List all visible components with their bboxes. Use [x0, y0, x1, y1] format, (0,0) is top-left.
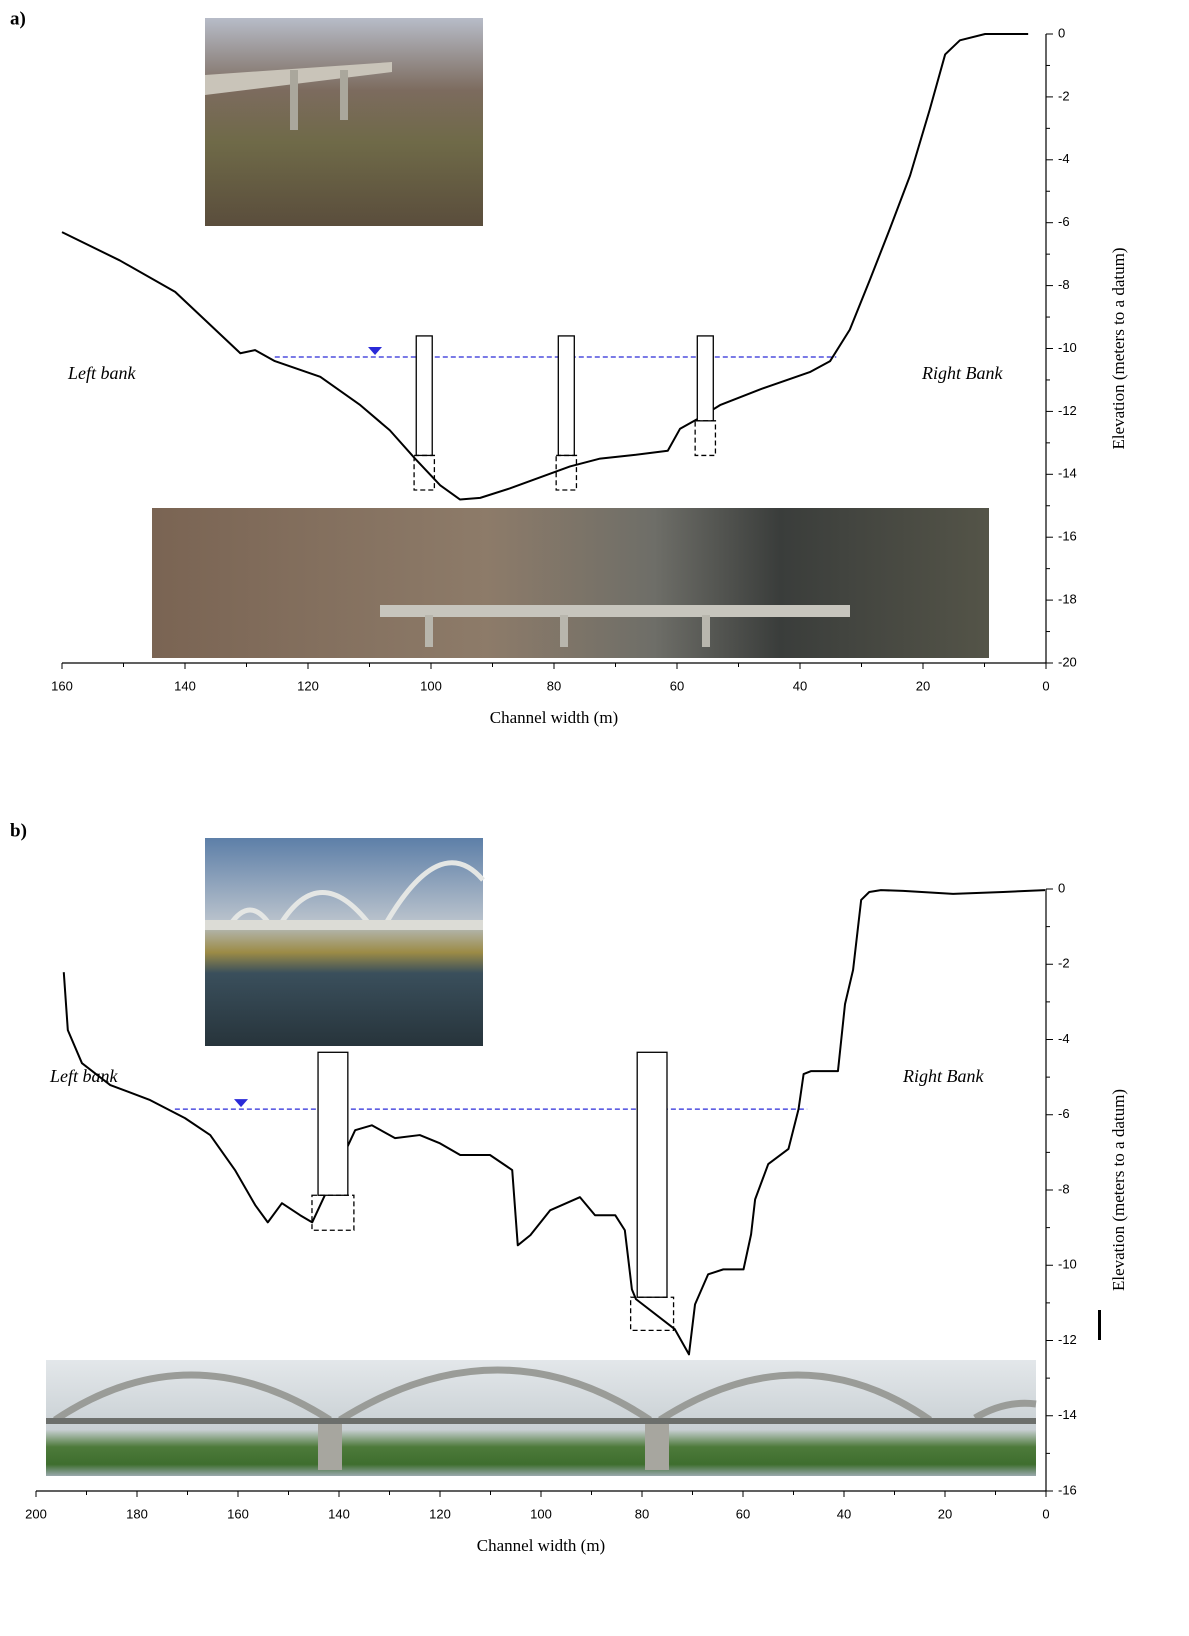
y-tick-label: -4	[1058, 151, 1070, 166]
y-tick-label: -4	[1058, 1031, 1070, 1046]
x-tick-label: 160	[51, 678, 73, 693]
y-tick-label: -8	[1058, 1181, 1070, 1196]
pier-footing	[312, 1195, 354, 1230]
y-tick-label: -14	[1058, 466, 1077, 481]
pier-footing	[695, 421, 715, 456]
bank-label: Right Bank	[902, 1066, 984, 1086]
y-tick-label: -10	[1058, 1257, 1077, 1272]
y-tick-label: -6	[1058, 1106, 1070, 1121]
y-tick-label: -16	[1058, 1482, 1077, 1497]
x-tick-label: 80	[547, 678, 561, 693]
pier	[416, 336, 432, 456]
y-tick-label: -20	[1058, 654, 1077, 669]
bank-label: Right Bank	[921, 363, 1003, 383]
panel-label: b)	[10, 820, 27, 841]
y-tick-label: -12	[1058, 403, 1077, 418]
x-tick-label: 20	[916, 678, 930, 693]
y-tick-label: -10	[1058, 340, 1077, 355]
y-tick-label: -2	[1058, 956, 1070, 971]
y-tick-label: -18	[1058, 592, 1077, 607]
y-tick-label: -16	[1058, 529, 1077, 544]
photo-top-a	[205, 18, 483, 226]
bank-label: Left bank	[67, 363, 137, 383]
photo-top-b	[205, 838, 483, 1046]
y-tick-label: -2	[1058, 88, 1070, 103]
x-tick-label: 20	[938, 1506, 952, 1521]
water-marker	[234, 1099, 248, 1107]
x-axis-label: Channel width (m)	[490, 708, 618, 727]
x-tick-label: 80	[635, 1506, 649, 1521]
x-tick-label: 180	[126, 1506, 148, 1521]
pier-footing	[631, 1297, 674, 1330]
x-tick-label: 60	[736, 1506, 750, 1521]
x-axis-label: Channel width (m)	[477, 1536, 605, 1555]
pier	[558, 336, 574, 456]
figure: a) Left bank Right Bank 160 140 120 100 80 60 40 2…	[0, 0, 1189, 1636]
x-tick-label: 140	[328, 1506, 350, 1521]
pier	[318, 1052, 348, 1195]
x-tick-label: 60	[670, 678, 684, 693]
panel-label: a)	[10, 8, 26, 29]
y-tick-label: -8	[1058, 277, 1070, 292]
x-tick-label: 200	[25, 1506, 47, 1521]
photo-bottom-b	[46, 1360, 1036, 1476]
x-tick-label: 100	[530, 1506, 552, 1521]
y-axis-label: Elevation (meters to a datum)	[1109, 1089, 1128, 1291]
x-tick-label: 140	[174, 678, 196, 693]
x-tick-label: 120	[297, 678, 319, 693]
x-tick-label: 0	[1042, 678, 1049, 693]
pier	[637, 1052, 667, 1297]
y-tick-label: -14	[1058, 1407, 1077, 1422]
x-tick-label: 40	[837, 1506, 851, 1521]
y-tick-label: 0	[1058, 880, 1065, 895]
x-tick-label: 160	[227, 1506, 249, 1521]
water-marker	[368, 347, 382, 355]
photo-bottom-a	[152, 508, 989, 658]
y-tick-label: -6	[1058, 214, 1070, 229]
y-axis-label: Elevation (meters to a datum)	[1109, 247, 1128, 449]
pier-footing	[556, 455, 576, 490]
x-tick-label: 0	[1042, 1506, 1049, 1521]
marker-bar	[1098, 1310, 1101, 1340]
y-tick-label: 0	[1058, 25, 1065, 40]
y-tick-label: -12	[1058, 1332, 1077, 1347]
pier	[697, 336, 713, 421]
x-tick-label: 40	[793, 678, 807, 693]
x-tick-label: 120	[429, 1506, 451, 1521]
x-tick-label: 100	[420, 678, 442, 693]
